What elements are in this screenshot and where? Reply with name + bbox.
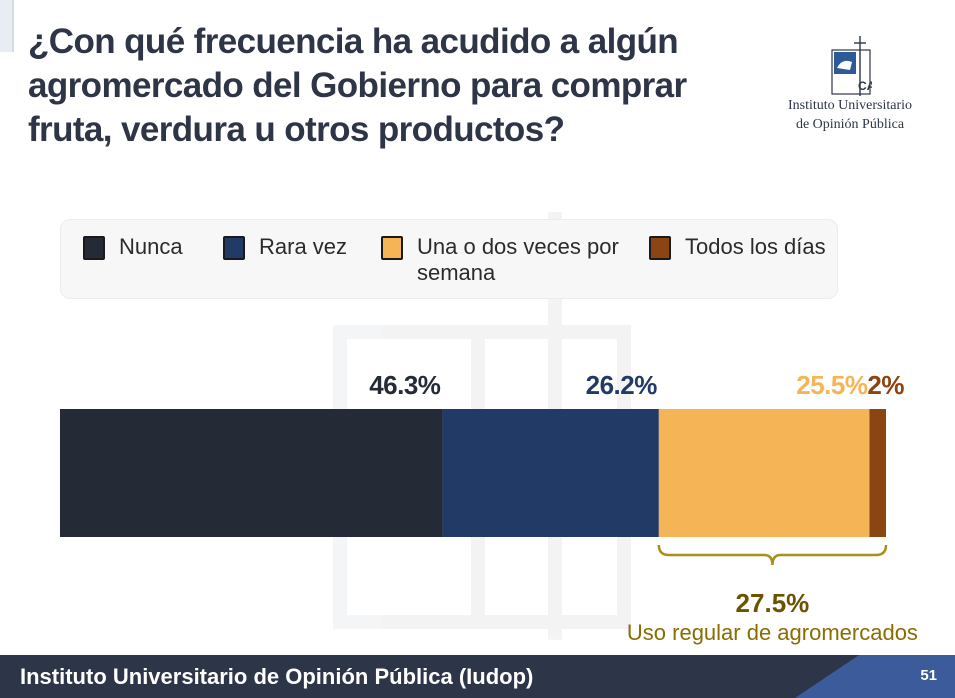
- footer-bar: Instituto Universitario de Opinión Públi…: [0, 655, 955, 698]
- annotation-text: Uso regular de agromercados: [627, 620, 918, 645]
- annotation-value: 27.5%: [736, 588, 810, 618]
- bar-segment-todos-los-dias: [869, 409, 886, 537]
- footer-text: Instituto Universitario de Opinión Públi…: [20, 664, 534, 689]
- legend-label: Nunca: [119, 234, 183, 259]
- legend-swatch: [381, 236, 403, 260]
- legend-swatch: [223, 236, 245, 260]
- uca-emblem-icon: CA: [831, 36, 872, 96]
- data-label-todos-los-dias: 2%: [867, 370, 904, 400]
- iudop-logo: CA Instituto Universitario de Opinión Pú…: [780, 36, 920, 134]
- bar-segment-rara-vez: [442, 409, 659, 537]
- slide-title: ¿Con qué frecuencia ha acudido a algún a…: [28, 22, 687, 149]
- logo-text-line-1: Instituto Universitario: [787, 98, 913, 113]
- logo-text-line-2: de Opinión Pública: [795, 117, 905, 132]
- chart-legend: Nunca Rara vez Una o dos veces por seman…: [60, 219, 838, 299]
- legend-label: Una o dos veces por semana: [417, 234, 619, 285]
- corner-accent: [0, 0, 14, 52]
- legend-swatch: [83, 236, 105, 260]
- legend-label: Rara vez: [259, 234, 348, 259]
- data-label-nunca: 46.3%: [369, 370, 441, 400]
- bar-segment-una-o-dos-veces-por-semana: [658, 409, 870, 537]
- annotation-bracket: [657, 544, 888, 566]
- data-label-rara-vez: 26.2%: [586, 370, 658, 400]
- svg-text:CA: CA: [858, 79, 872, 93]
- bar-segment-nunca: [60, 409, 443, 537]
- page-number: 51: [920, 667, 937, 684]
- legend-label: Todos los días: [685, 234, 826, 259]
- data-label-una-o-dos-veces-por-semana: 25.5%: [796, 370, 868, 400]
- legend-swatch: [649, 236, 671, 260]
